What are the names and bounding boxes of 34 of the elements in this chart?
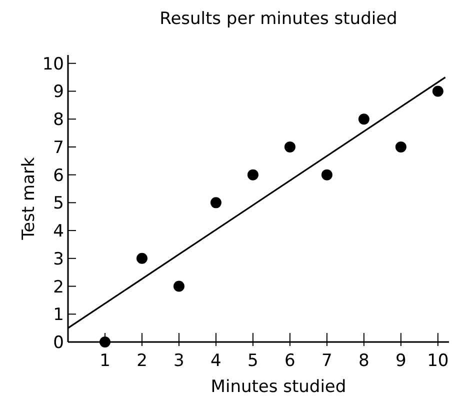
y-tick-label: 9: [53, 82, 64, 102]
x-tick-label: 2: [136, 351, 148, 371]
x-tick-label: 6: [284, 351, 296, 371]
chart-title: Results per minutes studied: [160, 9, 398, 29]
x-tick-label: 9: [396, 351, 406, 371]
point: [395, 141, 406, 152]
point: [432, 86, 444, 97]
y-tick-label: 7: [53, 138, 64, 158]
y-tick-label: 5: [53, 194, 64, 214]
point: [321, 169, 332, 180]
x-axis-title: Minutes studied: [210, 377, 346, 397]
point: [173, 280, 184, 292]
x-tick-label: 7: [322, 351, 332, 371]
y-tick-label: 1: [53, 305, 64, 326]
y-tick-label: 8: [53, 110, 64, 130]
y-axis-title: Test mark: [19, 157, 39, 241]
point: [136, 252, 148, 264]
x-tick-label: 1: [100, 351, 110, 371]
y-tick-label: 3: [53, 249, 64, 270]
x-tick-label: 3: [174, 351, 184, 371]
y-tick-label: 2: [53, 277, 64, 298]
y-tick-label: 6: [53, 166, 64, 186]
point: [247, 169, 258, 180]
x-tick-label: 4: [210, 351, 222, 371]
point: [284, 141, 296, 152]
point: [358, 114, 370, 125]
x-tick-label: 10: [427, 351, 449, 371]
y-tick-label: 10: [42, 54, 64, 74]
y-tick-label: 0: [53, 333, 64, 353]
point: [99, 336, 110, 348]
y-tick-label: 4: [53, 222, 64, 242]
x-tick-label: 5: [248, 351, 258, 371]
x-tick-label: 8: [358, 351, 370, 371]
point: [210, 197, 222, 208]
